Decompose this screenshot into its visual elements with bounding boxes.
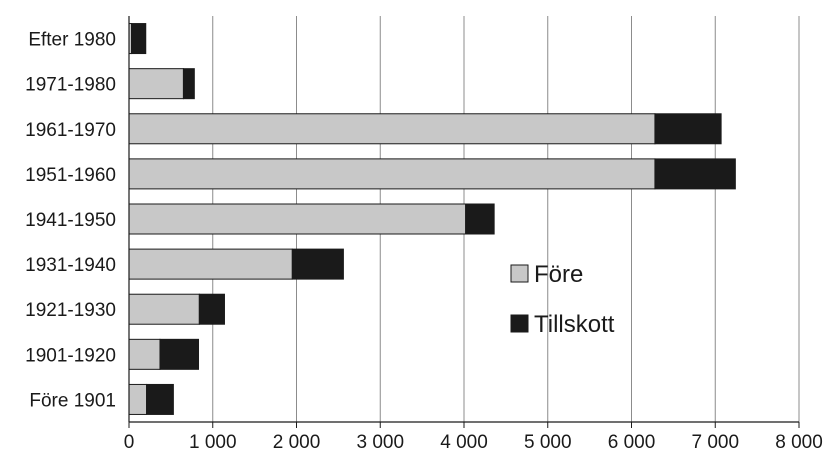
legend-swatch-fore	[510, 264, 529, 283]
bar-fore	[128, 68, 184, 100]
bar-fore	[128, 338, 161, 370]
y-category-label: 1931-1940	[25, 255, 116, 276]
bar-fore	[128, 383, 148, 415]
bar-fore	[128, 158, 656, 190]
x-tick-label: 0	[124, 432, 135, 453]
bar-tillskott	[198, 293, 225, 325]
legend: Före Tillskott	[510, 261, 615, 338]
bar-tillskott	[291, 248, 344, 280]
y-category-label: 1921-1930	[25, 300, 116, 321]
x-tick-label: 8 000	[775, 432, 823, 453]
y-category-label: Efter 1980	[28, 30, 116, 51]
bar-tillskott	[146, 383, 174, 415]
bar-fore	[128, 293, 200, 325]
x-tick-label: 6 000	[608, 432, 656, 453]
legend-swatch-tillskott	[510, 314, 529, 333]
bar-fore	[128, 203, 467, 235]
y-category-label: 1901-1920	[25, 345, 116, 366]
bar-tillskott	[654, 158, 736, 190]
legend-label-fore: Före	[534, 261, 583, 288]
x-tick-label: 7 000	[691, 432, 739, 453]
bar-tillskott	[465, 203, 495, 235]
x-tick-label: 4 000	[440, 432, 488, 453]
bar-fore	[128, 248, 293, 280]
x-tick-label: 5 000	[524, 432, 572, 453]
y-category-label: 1941-1950	[25, 210, 116, 231]
x-tick-label: 3 000	[356, 432, 404, 453]
bar-tillskott	[654, 113, 722, 145]
y-category-label: Före 1901	[29, 390, 116, 411]
bar-tillskott	[159, 338, 200, 370]
x-tick-label: 2 000	[273, 432, 321, 453]
x-tick-label: 1 000	[189, 432, 237, 453]
bar-tillskott	[182, 68, 195, 100]
y-category-label: 1971-1980	[25, 75, 116, 96]
y-category-label: 1951-1960	[25, 165, 116, 186]
y-category-label: 1961-1970	[25, 120, 116, 141]
bar-fore	[128, 113, 656, 145]
bars	[128, 23, 736, 415]
axes: 0 1 000 2 000 3 000 4 000 5 000 6 000 7 000 8 00…	[25, 16, 823, 453]
bar-tillskott	[131, 23, 147, 55]
legend-label-tillskott: Tillskott	[534, 311, 615, 338]
